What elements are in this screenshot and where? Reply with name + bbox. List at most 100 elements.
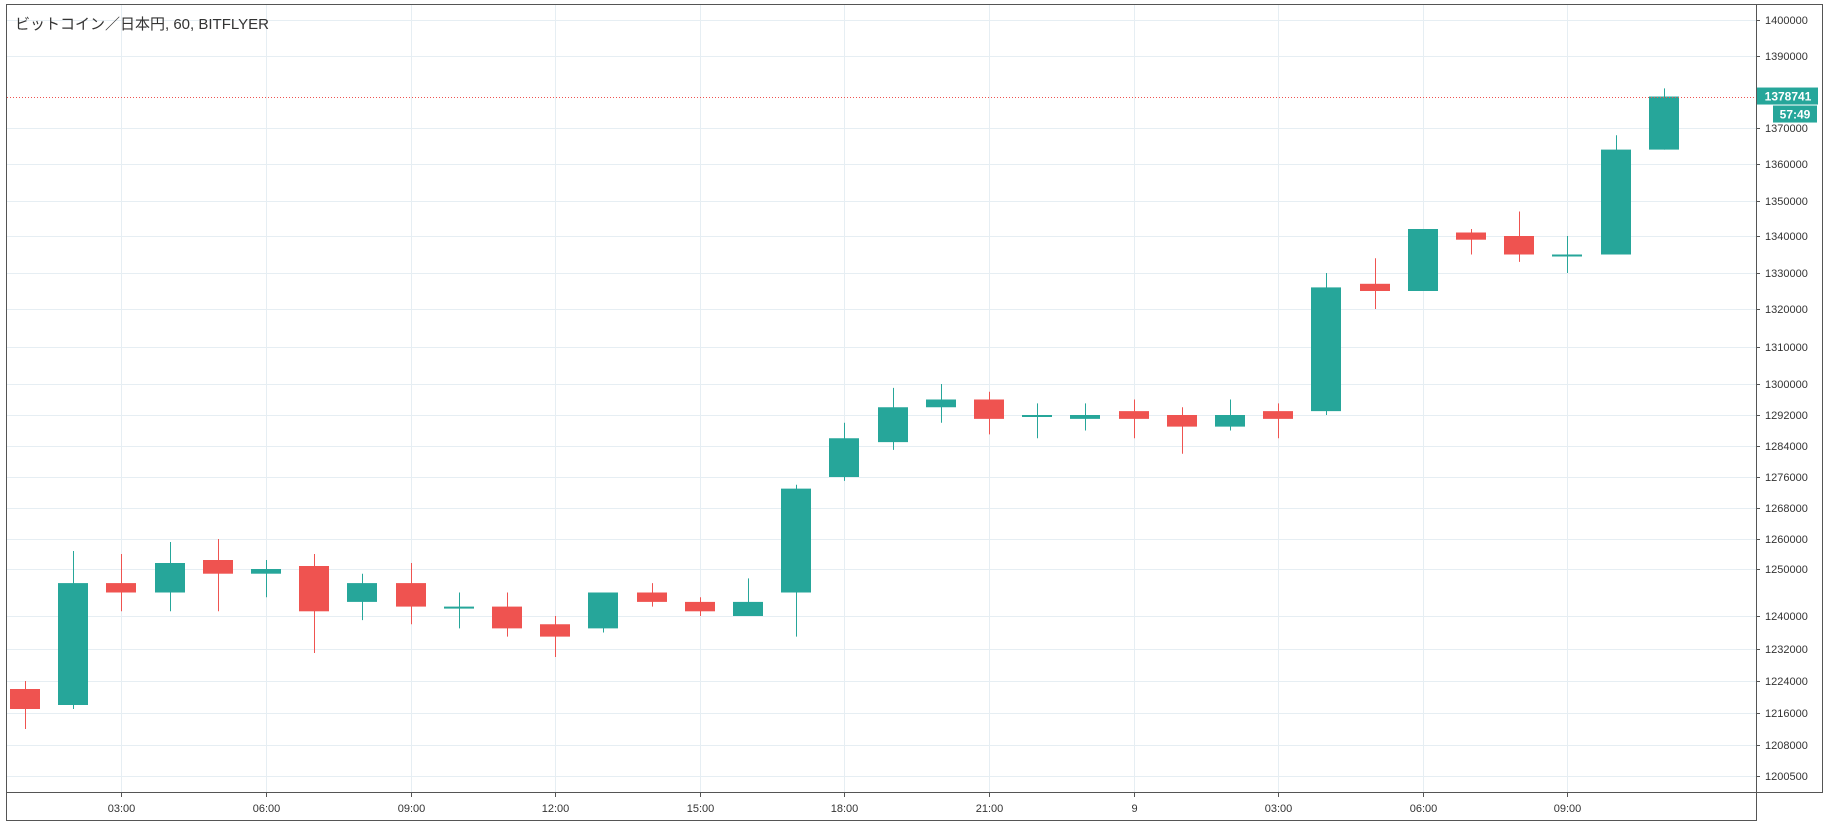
candle[interactable] <box>492 592 522 637</box>
price-tick-label: 1360000 <box>1765 159 1808 171</box>
candle-body <box>299 566 329 612</box>
candle-body <box>203 560 233 574</box>
candle-body <box>347 583 377 602</box>
candle[interactable] <box>396 563 426 625</box>
candle[interactable] <box>1167 407 1197 454</box>
candle[interactable] <box>685 597 715 616</box>
candle-body <box>926 399 956 408</box>
price-tick-label: 1216000 <box>1765 708 1808 720</box>
candle[interactable] <box>251 560 281 598</box>
price-tick-label: 1330000 <box>1765 268 1808 280</box>
candle-body <box>829 438 859 477</box>
candle-body <box>637 592 667 602</box>
candle-body <box>1552 254 1582 257</box>
countdown-value: 57:49 <box>1780 108 1811 122</box>
time-axis-labels: 03:00 06:00 09:00 12:00 15:00 18:00 21:00 9 03:0… <box>108 792 1581 815</box>
time-tick-label: 09:00 <box>398 803 426 815</box>
candle[interactable] <box>1215 399 1245 431</box>
countdown-badge <box>1773 105 1817 123</box>
price-tick-label: 1208000 <box>1765 740 1808 752</box>
candle[interactable] <box>444 592 474 629</box>
plot-border <box>6 4 1757 793</box>
candle[interactable] <box>1504 211 1534 262</box>
candle-body <box>1070 415 1100 419</box>
price-tick-label: 1340000 <box>1765 231 1808 243</box>
candle[interactable] <box>974 391 1004 435</box>
candle-body <box>1360 283 1390 291</box>
price-tick-label: 1224000 <box>1765 676 1808 688</box>
time-tick-label: 12:00 <box>542 803 570 815</box>
price-tick-label: 1310000 <box>1765 342 1808 354</box>
candle-body <box>1119 411 1149 419</box>
time-tick-label: 03:00 <box>1265 803 1293 815</box>
price-tick-label: 1350000 <box>1765 196 1808 208</box>
candle[interactable] <box>781 484 811 637</box>
candle-body <box>444 606 474 609</box>
candle[interactable] <box>1456 229 1486 255</box>
time-tick-label: 06:00 <box>253 803 281 815</box>
candle-body <box>1167 415 1197 427</box>
time-tick-label: 18:00 <box>831 803 859 815</box>
candle[interactable] <box>203 539 233 612</box>
candle-body <box>974 399 1004 419</box>
candle[interactable] <box>10 681 40 729</box>
time-tick-label: 21:00 <box>976 803 1004 815</box>
candle[interactable] <box>926 384 956 423</box>
chart-title: ビットコイン／日本円, 60, BITFLYER <box>15 16 269 33</box>
candle[interactable] <box>106 554 136 612</box>
candle[interactable] <box>1552 236 1582 273</box>
time-axis-border <box>6 792 1757 821</box>
price-tick-label: 1232000 <box>1765 644 1808 656</box>
price-tick-label: 1292000 <box>1765 410 1808 422</box>
candle-body <box>1601 149 1631 255</box>
axis-layer <box>6 4 1823 821</box>
candle[interactable] <box>155 542 185 612</box>
candle-body <box>878 407 908 443</box>
price-tick-label: 1260000 <box>1765 534 1808 546</box>
candle-layer <box>10 88 1679 729</box>
time-tick-label: 03:00 <box>108 803 136 815</box>
price-axis-labels: 1400000 1390000 1370000 1360000 1350000 13400… <box>1756 15 1808 783</box>
candle[interactable] <box>829 422 859 481</box>
candle[interactable] <box>637 583 667 607</box>
price-tick-label: 1240000 <box>1765 611 1808 623</box>
price-tick-label: 1250000 <box>1765 564 1808 576</box>
candle[interactable] <box>1649 88 1679 150</box>
candle-body <box>1263 411 1293 419</box>
candle[interactable] <box>1022 403 1052 439</box>
price-tick-label: 1370000 <box>1765 123 1808 135</box>
candle-body <box>540 624 570 637</box>
candle-body <box>106 583 136 593</box>
time-tick-label: 9 <box>1131 803 1137 815</box>
candle-body <box>492 606 522 629</box>
candle[interactable] <box>540 616 570 657</box>
candle[interactable] <box>58 551 88 709</box>
candle[interactable] <box>733 578 763 616</box>
price-tick-label: 1200500 <box>1765 771 1808 783</box>
time-tick-label: 15:00 <box>687 803 715 815</box>
candle-body <box>1408 229 1438 291</box>
candle-body <box>685 601 715 612</box>
candle[interactable] <box>1360 258 1390 309</box>
candle[interactable] <box>347 573 377 621</box>
candle-body <box>1311 287 1341 412</box>
candle[interactable] <box>1263 403 1293 439</box>
candle[interactable] <box>1119 399 1149 439</box>
candle-body <box>1649 96 1679 150</box>
price-tick-label: 1300000 <box>1765 379 1808 391</box>
candle[interactable] <box>588 592 618 633</box>
candle[interactable] <box>1408 229 1438 291</box>
candle[interactable] <box>299 554 329 653</box>
candle-body <box>1022 415 1052 417</box>
last-price-value: 1378741 <box>1765 90 1812 104</box>
candle-body <box>781 488 811 593</box>
candle[interactable] <box>1311 273 1341 415</box>
candle-body <box>155 563 185 593</box>
candle[interactable] <box>1070 403 1100 431</box>
candle[interactable] <box>1601 135 1631 255</box>
candle-body <box>10 689 40 709</box>
candle[interactable] <box>878 387 908 450</box>
price-tick-label: 1320000 <box>1765 304 1808 316</box>
